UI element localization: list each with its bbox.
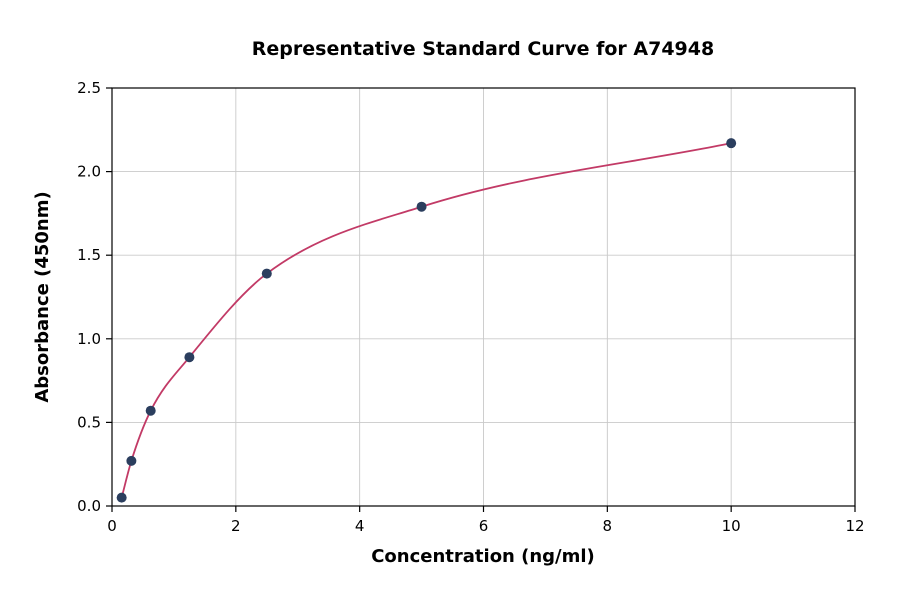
- tick-labels: 0 2 4 6 8 10 12 0.0 0.5 1.0 1.5 2.0 2.5: [77, 79, 864, 535]
- x-tick-label: 12: [845, 517, 864, 535]
- x-tick-label: 10: [722, 517, 741, 535]
- y-axis-label: Absorbance (450nm): [32, 191, 53, 402]
- y-tick-label: 0.5: [77, 413, 101, 431]
- y-tick-label: 1.0: [77, 330, 101, 348]
- x-tick-label: 2: [231, 517, 241, 535]
- data-point: [726, 138, 737, 149]
- y-tick-label: 2.0: [77, 163, 101, 181]
- data-points: [116, 138, 737, 503]
- x-tick-label: 4: [355, 517, 365, 535]
- data-point: [261, 268, 272, 279]
- x-tick-label: 8: [603, 517, 613, 535]
- data-point: [416, 201, 427, 212]
- axis-ticks: [106, 87, 856, 512]
- chart-title: Representative Standard Curve for A74948: [252, 38, 714, 60]
- grid-lines: [111, 87, 856, 507]
- x-tick-label: 0: [107, 517, 117, 535]
- data-point: [145, 405, 156, 416]
- data-point: [184, 352, 195, 363]
- data-point: [116, 492, 127, 503]
- x-tick-label: 6: [479, 517, 489, 535]
- y-tick-label: 1.5: [77, 246, 101, 264]
- y-tick-label: 0.0: [77, 497, 101, 515]
- x-axis-label: Concentration (ng/ml): [371, 546, 595, 567]
- data-point: [126, 455, 137, 466]
- y-tick-label: 2.5: [77, 79, 101, 97]
- fit-curve: [120, 142, 732, 498]
- plot-border: [111, 87, 856, 507]
